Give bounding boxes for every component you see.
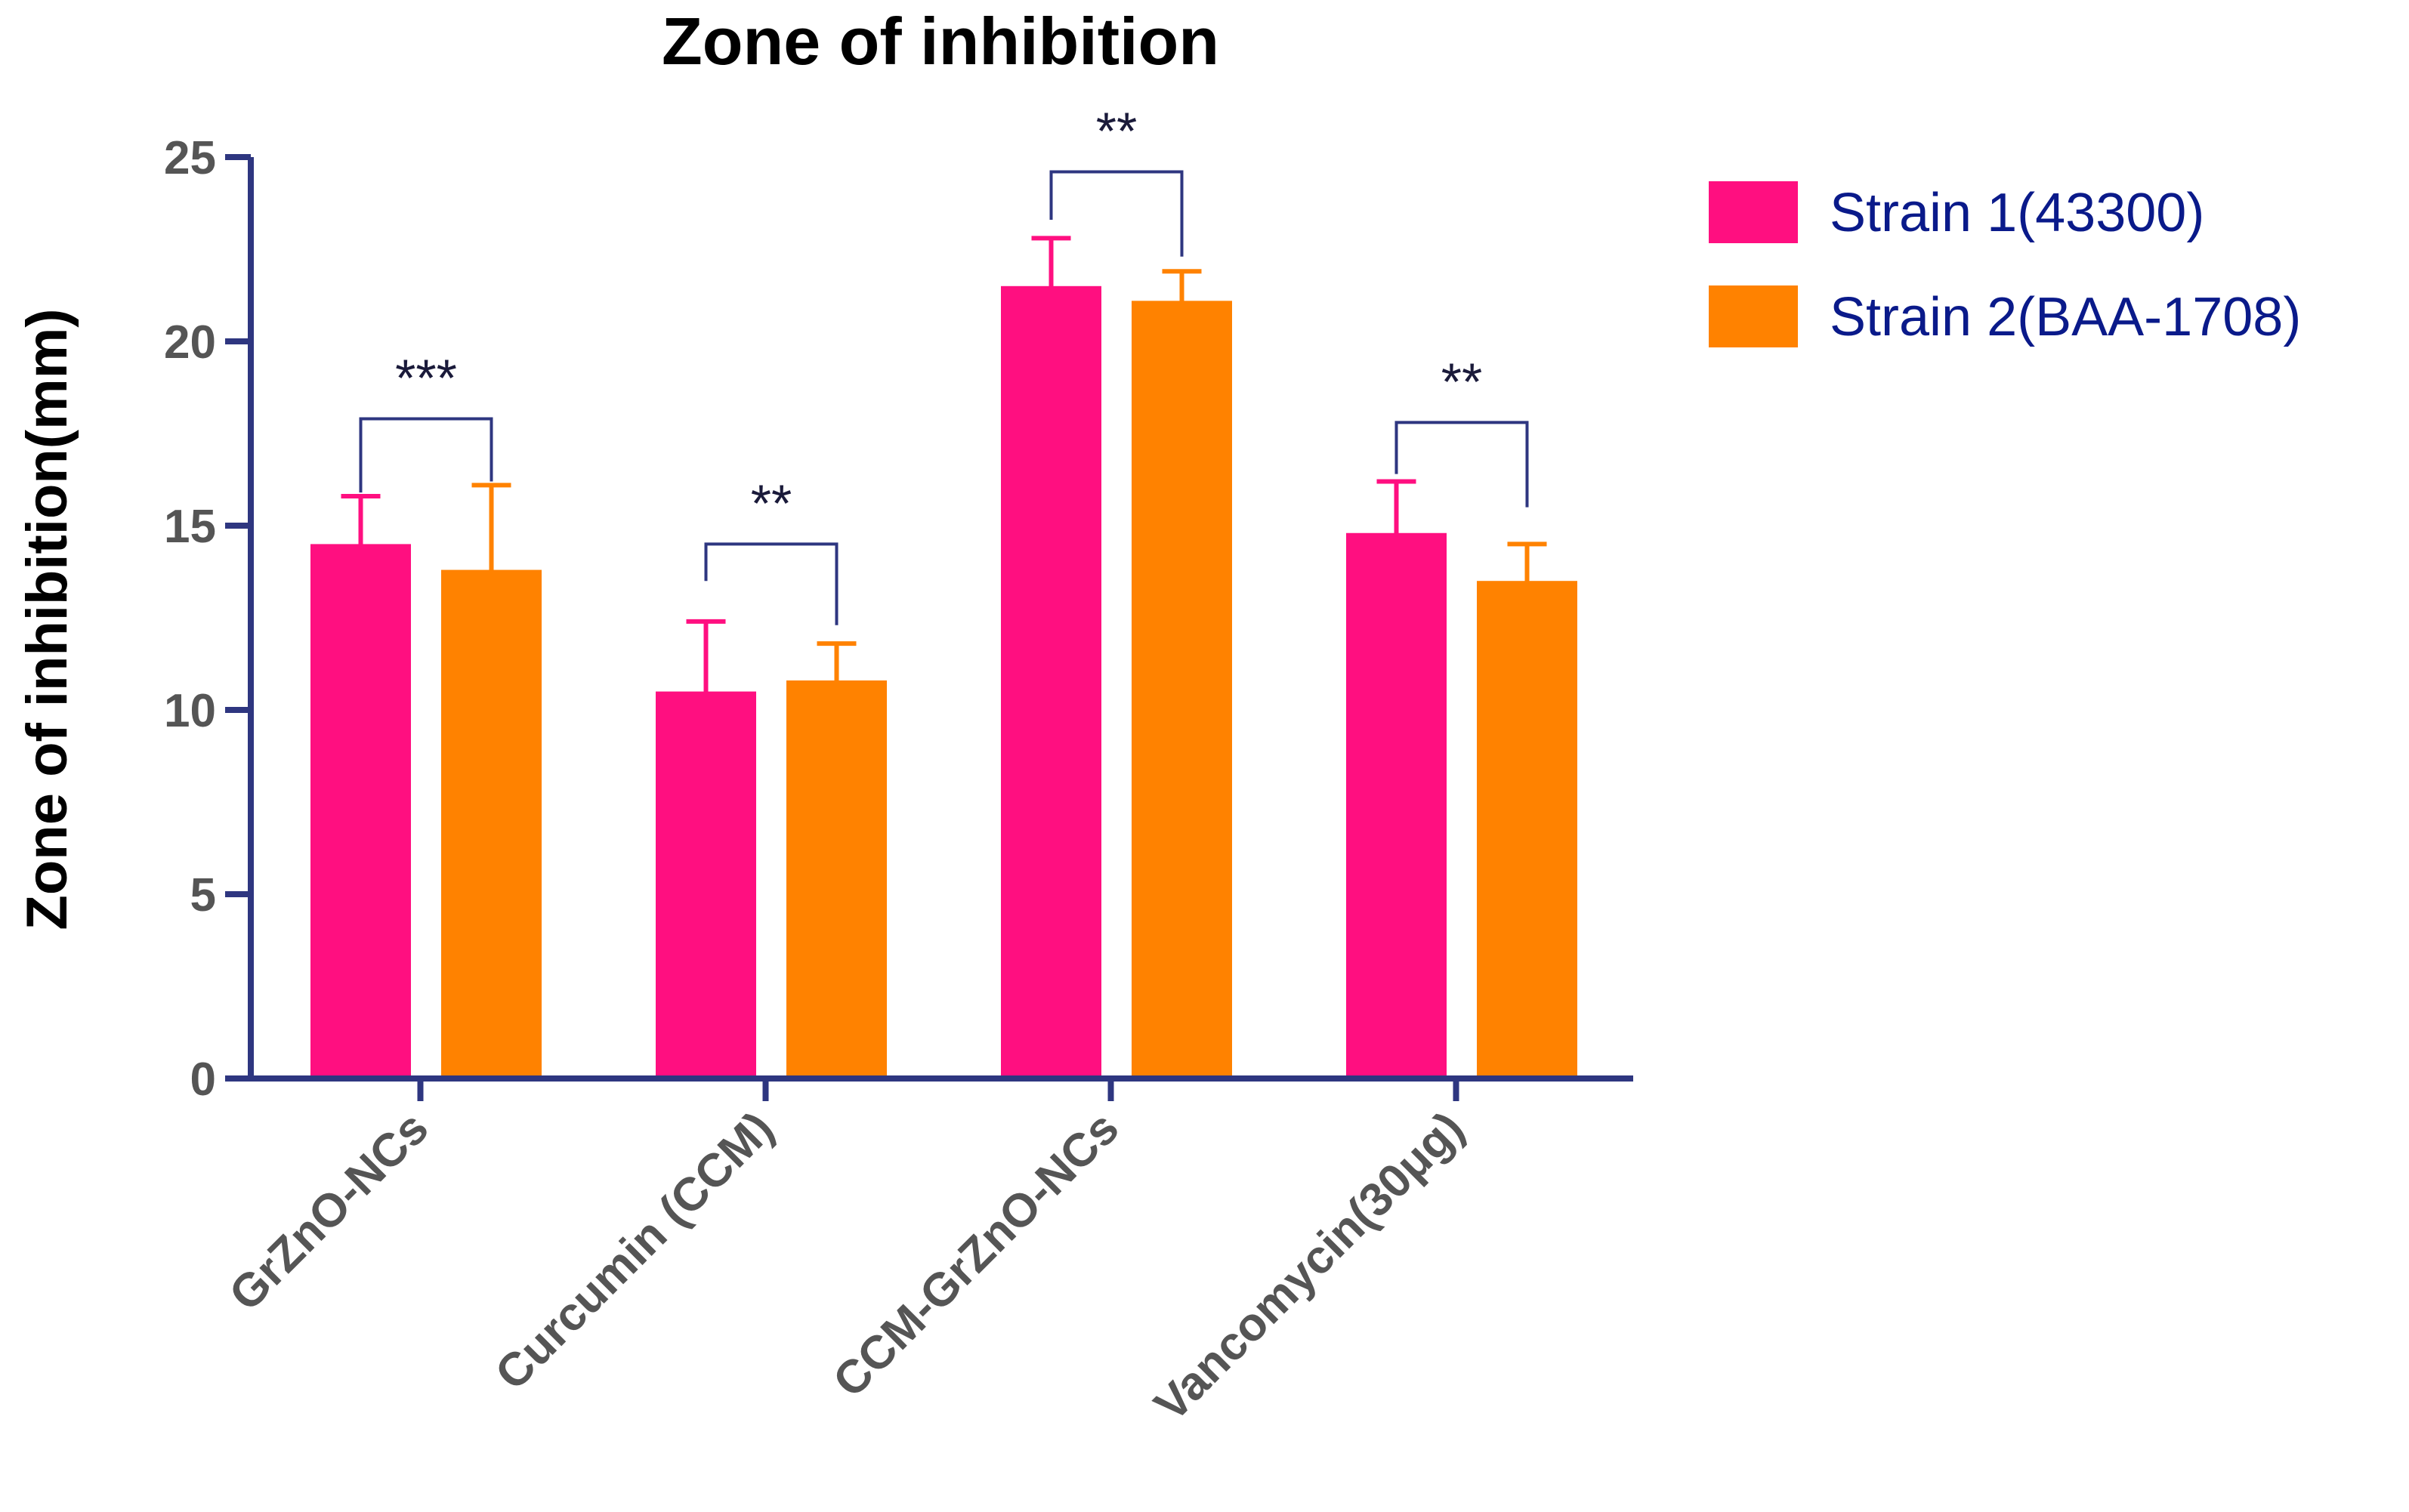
x-tick-label-3: CCM-GrZnO-NCs [823, 1102, 1129, 1407]
significance-label-1: *** [395, 348, 457, 407]
bar-series1-4 [1346, 532, 1447, 1078]
y-tick-label-15: 15 [164, 501, 216, 553]
legend-label-2: Strain 2(BAA-1708) [1830, 287, 2301, 347]
legend-label-1: Strain 1(43300) [1830, 183, 2204, 243]
x-tick-label-1: GrZnO-NCs [219, 1102, 438, 1321]
significance-label-2: ** [751, 474, 792, 532]
bar-series2-1 [441, 569, 542, 1078]
y-axis-label: Zone of inhibition(mm) [15, 308, 79, 930]
significance-label-3: ** [1096, 102, 1137, 161]
y-tick-label-10: 10 [164, 685, 216, 737]
bar-series1-2 [656, 691, 756, 1078]
y-tick-label-25: 25 [164, 132, 216, 184]
significance-bracket-4 [1394, 421, 1529, 508]
y-tick-label-0: 0 [190, 1054, 216, 1106]
bar-series2-4 [1477, 581, 1577, 1078]
x-tick-label-2: Curcumin (CCM) [486, 1102, 784, 1400]
significance-label-4: ** [1441, 352, 1482, 411]
x-tick-label-4: Vancomycin(30μg) [1144, 1102, 1474, 1431]
significance-bracket-3 [1049, 170, 1184, 257]
bar-series2-3 [1132, 301, 1232, 1078]
plot-area: 0 5 10 15 20 25 GrZnO-NCs Curcumin (CCM) CCM-GrZ… [164, 102, 1633, 1431]
legend: Strain 1(43300) Strain 2(BAA-1708) [1709, 181, 2301, 347]
significance-bracket-2 [704, 542, 839, 625]
legend-swatch-1 [1709, 181, 1798, 243]
legend-swatch-2 [1709, 285, 1798, 347]
significance-bracket-1 [359, 417, 493, 493]
bar-series1-1 [310, 544, 411, 1078]
y-tick-label-5: 5 [190, 869, 216, 921]
y-tick-label-20: 20 [164, 316, 216, 369]
chart-title: Zone of inhibition [662, 4, 1219, 79]
bar-series1-3 [1001, 285, 1101, 1078]
bar-series2-2 [786, 680, 887, 1078]
